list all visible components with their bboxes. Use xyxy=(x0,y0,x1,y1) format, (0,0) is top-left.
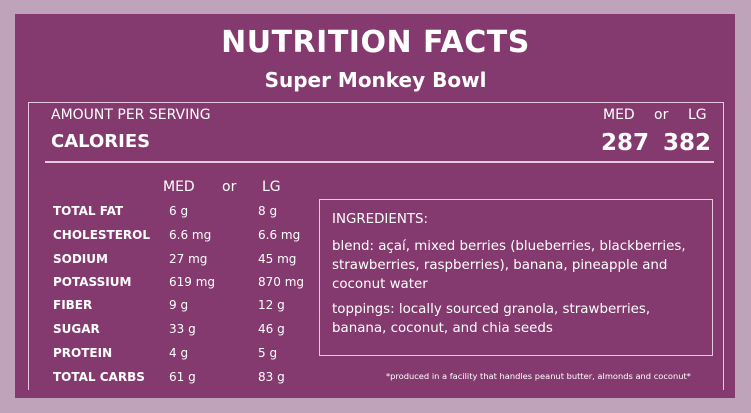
allergen-footnote: *produced in a facility that handles pea… xyxy=(386,371,691,381)
ingredients-heading: INGREDIENTS: xyxy=(332,212,429,227)
nutrient-med-value: 61 g xyxy=(169,370,196,384)
nutrient-med-value: 4 g xyxy=(169,346,189,360)
nutrient-row-total-fat: TOTAL FAT 6 g 8 g xyxy=(53,204,313,224)
nutrient-med-value: 9 g xyxy=(169,298,189,312)
nutrient-med-value: 619 mg xyxy=(169,275,216,289)
nutrient-name: TOTAL CARBS xyxy=(53,370,145,384)
page-title: NUTRITION FACTS xyxy=(221,25,530,60)
column-lg-header: LG xyxy=(262,179,281,195)
product-name: Super Monkey Bowl xyxy=(264,68,487,92)
calories-divider xyxy=(45,161,714,163)
nutrient-med-value: 33 g xyxy=(169,322,196,336)
column-med-header: MED xyxy=(163,179,195,195)
nutrient-lg-value: 46 g xyxy=(258,322,285,336)
nutrient-med-value: 6 g xyxy=(169,204,189,218)
nutrient-row-fiber: FIBER 9 g 12 g xyxy=(53,298,313,318)
nutrient-row-cholesterol: CHOLESTEROL 6.6 mg 6.6 mg xyxy=(53,228,313,248)
size-med-label: MED xyxy=(603,107,635,123)
nutrient-name: CHOLESTEROL xyxy=(53,228,151,242)
nutrient-med-value: 6.6 mg xyxy=(169,228,212,242)
facts-frame xyxy=(28,102,724,390)
nutrient-row-sodium: SODIUM 27 mg 45 mg xyxy=(53,252,313,272)
nutrient-row-sugar: SUGAR 33 g 46 g xyxy=(53,322,313,342)
nutrient-lg-value: 83 g xyxy=(258,370,285,384)
amount-per-serving-label: AMOUNT PER SERVING xyxy=(51,107,211,123)
nutrient-lg-value: 5 g xyxy=(258,346,278,360)
nutrient-lg-value: 12 g xyxy=(258,298,285,312)
calories-med-value: 287 xyxy=(601,130,650,156)
nutrient-name: SODIUM xyxy=(53,252,108,266)
nutrient-lg-value: 45 mg xyxy=(258,252,297,266)
size-lg-label: LG xyxy=(688,107,707,123)
nutrient-med-value: 27 mg xyxy=(169,252,208,266)
nutrient-row-total-carbs: TOTAL CARBS 61 g 83 g xyxy=(53,370,313,390)
calories-label: CALORIES xyxy=(51,131,151,152)
calories-lg-value: 382 xyxy=(663,130,712,156)
nutrient-row-protein: PROTEIN 4 g 5 g xyxy=(53,346,313,366)
nutrient-name: SUGAR xyxy=(53,322,100,336)
nutrient-lg-value: 8 g xyxy=(258,204,278,218)
nutrient-name: TOTAL FAT xyxy=(53,204,124,218)
nutrient-name: FIBER xyxy=(53,298,93,312)
ingredients-box: INGREDIENTS: blend: açaí, mixed berries … xyxy=(319,199,713,356)
nutrient-name: PROTEIN xyxy=(53,346,113,360)
column-or-header: or xyxy=(222,179,237,195)
size-or-label: or xyxy=(654,107,669,123)
nutrition-card xyxy=(15,14,735,398)
nutrient-lg-value: 6.6 mg xyxy=(258,228,301,242)
ingredients-toppings: toppings: locally sourced granola, straw… xyxy=(332,302,651,336)
nutrient-lg-value: 870 mg xyxy=(258,275,305,289)
ingredients-blend: blend: açaí, mixed berries (blueberries,… xyxy=(332,239,686,292)
nutrient-row-potassium: POTASSIUM 619 mg 870 mg xyxy=(53,275,313,295)
nutrient-name: POTASSIUM xyxy=(53,275,132,289)
